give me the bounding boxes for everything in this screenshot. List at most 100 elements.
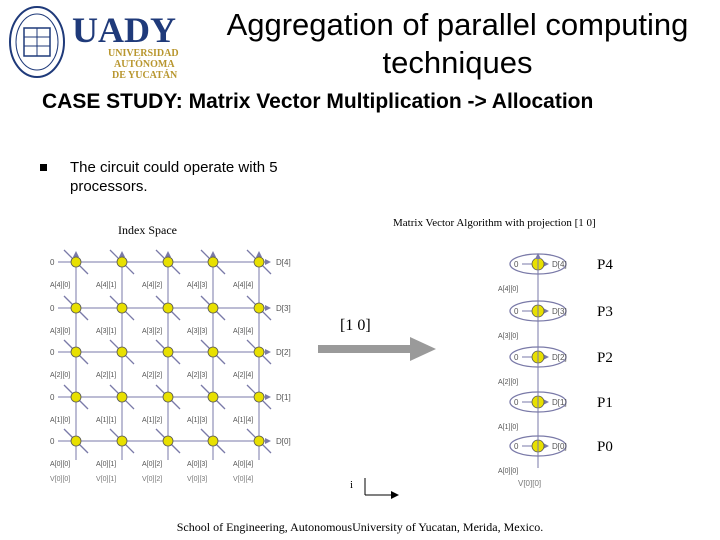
- proc-vector-label: V[0][0]: [518, 479, 541, 488]
- proc-matrix-label: A[1][0]: [498, 424, 518, 431]
- logo-line-2: AUTÓNOMA: [114, 58, 175, 70]
- proc-output-label: D[4]: [552, 260, 567, 269]
- row-output-label: D[4]: [276, 258, 291, 267]
- proc-zero-label: 0: [514, 442, 519, 451]
- input-zero-label: 0: [50, 258, 55, 267]
- index-node: [162, 435, 174, 447]
- row-output-label: D[1]: [276, 393, 291, 402]
- axis-i-label: i: [350, 479, 353, 491]
- algorithm-label: Matrix Vector Algorithm with projection …: [393, 217, 596, 229]
- matrix-element-label: A[4][1]: [96, 282, 116, 289]
- vector-element-label: V[0][3]: [187, 476, 207, 483]
- processor-label: P3: [597, 304, 613, 320]
- logo-word: UADY: [72, 10, 176, 50]
- bullet-text: The circuit could operate with 5 process…: [70, 159, 278, 195]
- matrix-element-label: A[2][4]: [233, 372, 253, 379]
- matrix-element-label: A[2][1]: [96, 372, 116, 379]
- matrix-element-label: A[0][3]: [187, 461, 207, 468]
- index-node: [70, 391, 82, 403]
- index-node: [207, 391, 219, 403]
- vector-element-label: V[0][2]: [142, 476, 162, 483]
- proc-output-label: D[2]: [552, 353, 567, 362]
- index-node: [207, 256, 219, 268]
- index-node: [207, 302, 219, 314]
- input-zero-label: 0: [50, 304, 55, 313]
- matrix-element-label: A[0][2]: [142, 461, 162, 468]
- proc-output-label: D[0]: [552, 442, 567, 451]
- matrix-element-label: A[3][3]: [187, 328, 207, 335]
- input-zero-label: 0: [50, 348, 55, 357]
- index-node: [116, 256, 128, 268]
- index-node: [116, 435, 128, 447]
- proc-matrix-label: A[4][0]: [498, 286, 518, 293]
- index-node: [70, 346, 82, 358]
- vector-element-label: V[0][4]: [233, 476, 253, 483]
- processor-label: P4: [597, 257, 613, 273]
- title-line-2: techniques: [382, 45, 533, 80]
- index-node: [207, 435, 219, 447]
- proc-output-label: D[1]: [552, 398, 567, 407]
- row-output-label: D[0]: [276, 437, 291, 446]
- matrix-element-label: A[4][4]: [233, 282, 253, 289]
- input-zero-label: 0: [50, 437, 55, 446]
- index-node: [70, 302, 82, 314]
- projection-arrow-head: [410, 337, 436, 361]
- matrix-element-label: A[3][2]: [142, 328, 162, 335]
- index-node: [162, 256, 174, 268]
- proc-zero-label: 0: [514, 353, 519, 362]
- index-node: [162, 391, 174, 403]
- matrix-element-label: A[1][2]: [142, 417, 162, 424]
- index-node: [162, 346, 174, 358]
- slide-subtitle: CASE STUDY: Matrix Vector Multiplication…: [42, 90, 594, 113]
- matrix-element-label: A[0][4]: [233, 461, 253, 468]
- index-node: [253, 302, 265, 314]
- matrix-element-label: A[2][3]: [187, 372, 207, 379]
- matrix-element-label: A[2][0]: [50, 372, 70, 379]
- processor-label: P2: [597, 350, 613, 366]
- matrix-element-label: A[0][1]: [96, 461, 116, 468]
- index-node: [253, 346, 265, 358]
- index-node: [253, 435, 265, 447]
- index-node: [70, 435, 82, 447]
- matrix-element-label: A[1][3]: [187, 417, 207, 424]
- projection-arrow-body: [318, 345, 410, 353]
- matrix-element-label: A[3][1]: [96, 328, 116, 335]
- projection-label: [1 0]: [340, 317, 371, 334]
- bullet-square-icon: [40, 164, 47, 171]
- index-node: [116, 346, 128, 358]
- uady-logo: UADY UNIVERSIDAD AUTÓNOMA DE YUCATÁN: [9, 6, 179, 81]
- row-output-label: D[2]: [276, 348, 291, 357]
- index-node: [207, 346, 219, 358]
- proc-matrix-label: A[0][0]: [498, 468, 518, 475]
- matrix-element-label: A[3][0]: [50, 328, 70, 335]
- input-zero-label: 0: [50, 393, 55, 402]
- slide-title: Aggregation of parallel computing techni…: [205, 6, 710, 82]
- matrix-element-label: A[2][2]: [142, 372, 162, 379]
- proc-zero-label: 0: [514, 307, 519, 316]
- matrix-element-label: A[4][0]: [50, 282, 70, 289]
- processor-label: P0: [597, 439, 613, 455]
- index-node: [253, 391, 265, 403]
- logo-line-3: DE YUCATÁN: [112, 69, 178, 81]
- matrix-element-label: A[1][4]: [233, 417, 253, 424]
- vector-element-label: V[0][1]: [96, 476, 116, 483]
- index-node: [253, 256, 265, 268]
- proc-zero-label: 0: [514, 260, 519, 269]
- proc-matrix-label: A[2][0]: [498, 379, 518, 386]
- proc-matrix-label: A[3][0]: [498, 333, 518, 340]
- allocation-diagram: Index Space Matrix Vector Algorithm with …: [50, 217, 613, 499]
- row-output-label: D[3]: [276, 304, 291, 313]
- proc-output-label: D[3]: [552, 307, 567, 316]
- footer-text: School of Engineering, AutonomousUnivers…: [176, 520, 544, 534]
- vector-element-label: V[0][0]: [50, 476, 70, 483]
- index-node: [116, 302, 128, 314]
- index-node: [116, 391, 128, 403]
- processor-label: P1: [597, 395, 613, 411]
- matrix-element-label: A[1][0]: [50, 417, 70, 424]
- matrix-element-label: A[4][3]: [187, 282, 207, 289]
- index-node: [162, 302, 174, 314]
- matrix-element-label: A[0][0]: [50, 461, 70, 468]
- index-node: [70, 256, 82, 268]
- index-space-label: Index Space: [118, 223, 177, 237]
- matrix-element-label: A[1][1]: [96, 417, 116, 424]
